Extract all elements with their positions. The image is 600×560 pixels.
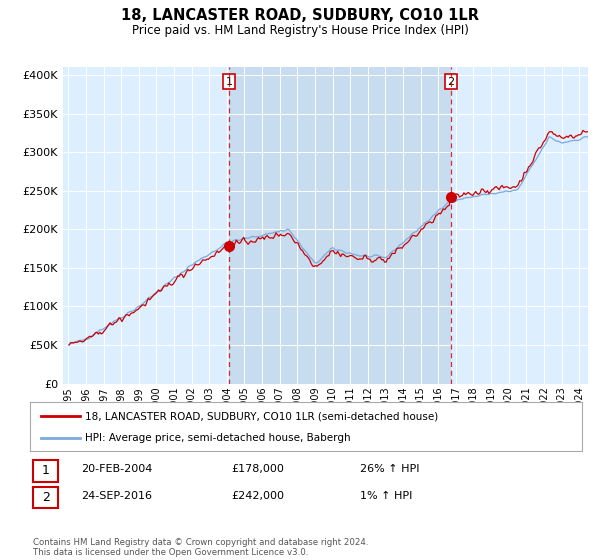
Bar <box>229 67 451 384</box>
Text: 18, LANCASTER ROAD, SUDBURY, CO10 1LR: 18, LANCASTER ROAD, SUDBURY, CO10 1LR <box>121 8 479 24</box>
Text: 26% ↑ HPI: 26% ↑ HPI <box>360 464 419 474</box>
Text: 2: 2 <box>448 77 455 87</box>
Text: 1% ↑ HPI: 1% ↑ HPI <box>360 491 412 501</box>
Text: 18, LANCASTER ROAD, SUDBURY, CO10 1LR (semi-detached house): 18, LANCASTER ROAD, SUDBURY, CO10 1LR (s… <box>85 411 439 421</box>
Text: £242,000: £242,000 <box>231 491 284 501</box>
Text: 20-FEB-2004: 20-FEB-2004 <box>81 464 152 474</box>
Text: 1: 1 <box>226 77 232 87</box>
Text: 24-SEP-2016: 24-SEP-2016 <box>81 491 152 501</box>
Text: 1: 1 <box>41 464 50 478</box>
Text: Price paid vs. HM Land Registry's House Price Index (HPI): Price paid vs. HM Land Registry's House … <box>131 24 469 37</box>
Text: Contains HM Land Registry data © Crown copyright and database right 2024.
This d: Contains HM Land Registry data © Crown c… <box>33 538 368 557</box>
Text: HPI: Average price, semi-detached house, Babergh: HPI: Average price, semi-detached house,… <box>85 433 351 444</box>
Text: 2: 2 <box>41 491 50 504</box>
Text: £178,000: £178,000 <box>231 464 284 474</box>
